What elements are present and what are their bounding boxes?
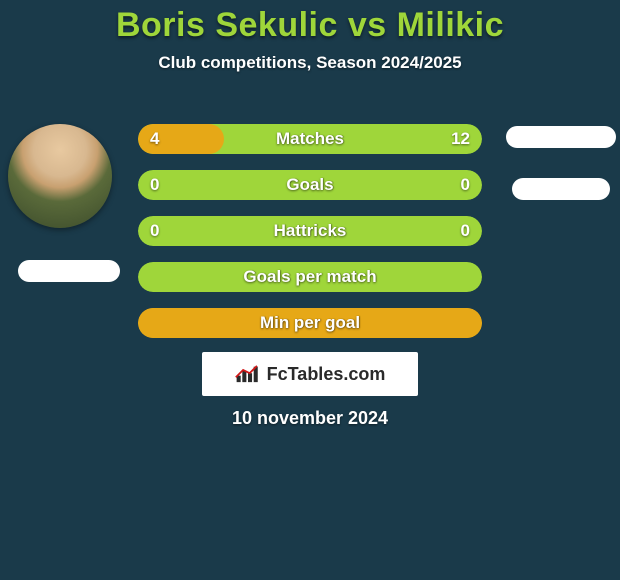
stat-row: Matches4 12	[138, 124, 482, 154]
date-text: 10 november 2024	[0, 408, 620, 429]
page-title: Boris Sekulic vs Milikic	[0, 0, 620, 45]
stat-right-value: 12	[451, 124, 470, 154]
stat-right-value: 0	[461, 216, 470, 246]
stat-label: Hattricks	[138, 216, 482, 246]
stat-left-value: 0	[150, 216, 159, 246]
subtitle: Club competitions, Season 2024/2025	[0, 53, 620, 73]
stat-row: Min per goal	[138, 308, 482, 338]
stat-label: Matches	[138, 124, 482, 154]
stat-label: Min per goal	[138, 308, 482, 338]
player-left-avatar	[8, 124, 112, 228]
stat-row: Hattricks0 0	[138, 216, 482, 246]
stat-row: Goals0 0	[138, 170, 482, 200]
stats-container: Matches412Goals00Hattricks00Goals per ma…	[138, 124, 482, 354]
site-label: FcTables.com	[267, 364, 386, 385]
stat-left-value: 4	[150, 124, 159, 154]
stat-row: Goals per match	[138, 262, 482, 292]
stat-label: Goals	[138, 170, 482, 200]
stat-right-value: 0	[461, 170, 470, 200]
stat-left-value: 0	[150, 170, 159, 200]
stat-label: Goals per match	[138, 262, 482, 292]
player-right-extra-pill	[512, 178, 610, 200]
player-left-name-pill	[18, 260, 120, 282]
site-badge: FcTables.com	[202, 352, 418, 396]
bar-chart-icon	[235, 363, 261, 385]
player-right-name-pill	[506, 126, 616, 148]
